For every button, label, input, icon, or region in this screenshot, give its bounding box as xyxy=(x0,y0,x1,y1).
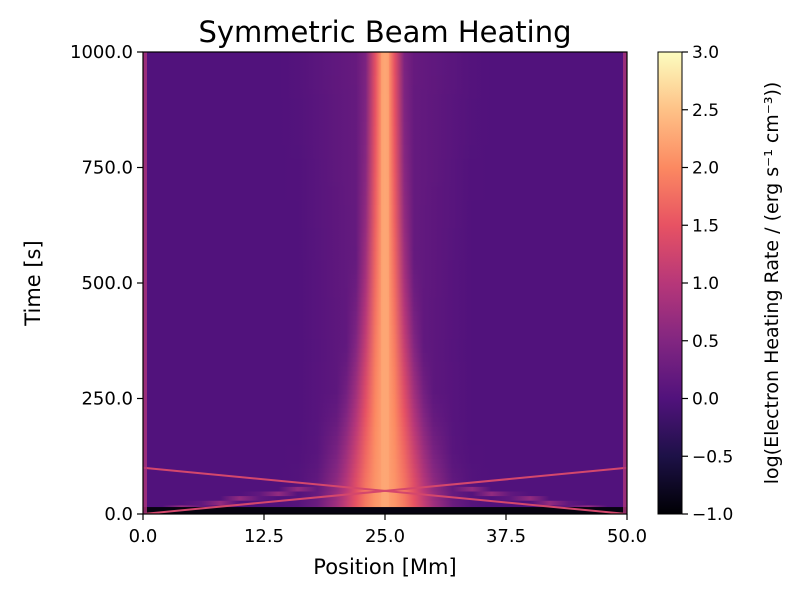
x-tick-label: 0.0 xyxy=(129,526,158,547)
y-tick-label: 750.0 xyxy=(81,158,133,179)
colorbar-tick-label: −0.5 xyxy=(692,447,733,467)
chart-title: Symmetric Beam Heating xyxy=(198,15,571,49)
colorbar-gradient xyxy=(657,51,683,515)
colorbar-tick-label: 2.5 xyxy=(692,101,719,121)
colorbar-ticks: −1.0 −0.5 0.0 0.5 1.0 1.5 2.0 2.5 3.0 xyxy=(682,43,733,525)
colorbar-tick-label: 1.0 xyxy=(692,274,719,294)
y-tick-label: 1000.0 xyxy=(70,42,133,63)
x-tick-label: 12.5 xyxy=(244,526,284,547)
colorbar-tick-label: 0.5 xyxy=(692,332,719,352)
early-time-strip xyxy=(143,507,627,514)
x-tick-label: 25.0 xyxy=(365,526,405,547)
colorbar-tick-label: 3.0 xyxy=(692,43,719,63)
x-axis-label: Position [Mm] xyxy=(313,555,456,579)
y-tick-label: 250.0 xyxy=(81,389,133,410)
y-axis-label: Time [s] xyxy=(21,240,45,326)
colorbar-tick-label: 1.5 xyxy=(692,216,719,236)
colorbar-label: log(Electron Heating Rate / (erg s⁻¹ cm⁻… xyxy=(761,82,783,485)
front-line-right xyxy=(143,466,627,514)
footpoint-left xyxy=(143,52,147,514)
y-axis: 0.0 250.0 500.0 750.0 1000.0 xyxy=(70,42,143,525)
y-tick-label: 500.0 xyxy=(81,273,133,294)
y-tick-label: 0.0 xyxy=(104,504,133,525)
beam-core-line xyxy=(381,52,389,514)
colorbar-tick-label: −1.0 xyxy=(692,505,733,525)
colorbar-tick-label: 0.0 xyxy=(692,390,719,410)
footpoint-right xyxy=(623,52,627,514)
x-tick-label: 50.0 xyxy=(607,526,647,547)
heatmap-layers xyxy=(143,52,627,514)
plot-area xyxy=(142,51,628,515)
x-axis: 0.0 12.5 25.0 37.5 50.0 xyxy=(129,514,647,547)
colorbar-tick-label: 2.0 xyxy=(692,159,719,179)
colorbar: −1.0 −0.5 0.0 0.5 1.0 1.5 2.0 2.5 3.0 xyxy=(657,43,733,525)
x-tick-label: 37.5 xyxy=(486,526,526,547)
